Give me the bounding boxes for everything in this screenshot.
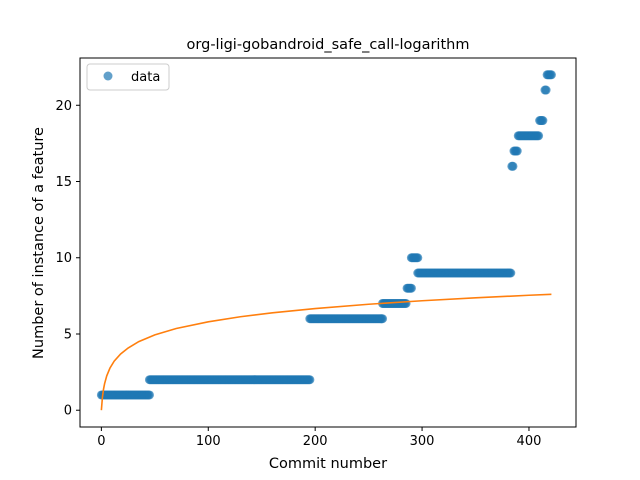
data-point <box>378 314 388 324</box>
data-point <box>406 283 416 293</box>
data-point <box>512 146 522 156</box>
y-tick-label: 0 <box>64 404 72 419</box>
data-point <box>546 70 556 80</box>
x-axis-title: Commit number <box>269 456 387 472</box>
y-tick-label: 20 <box>55 99 72 114</box>
legend-box <box>86 63 170 91</box>
data-point <box>413 253 423 263</box>
x-tick-label: 100 <box>196 434 221 449</box>
axes-frame <box>79 57 577 428</box>
plot-area <box>79 57 577 428</box>
x-tick-label: 400 <box>517 434 542 449</box>
y-axis: 0 5 10 15 20 <box>55 99 80 419</box>
y-axis-title: Number of instance of a feature <box>31 127 47 359</box>
legend-marker-data <box>103 71 113 81</box>
x-tick-label: 0 <box>97 434 105 449</box>
chart-title: org-ligi-gobandroid_safe_call-logarithm <box>187 37 470 53</box>
data-point <box>508 161 518 171</box>
data-point <box>538 116 548 126</box>
data-point <box>144 390 154 400</box>
fit-line <box>100 293 552 411</box>
data-point <box>401 298 411 308</box>
x-axis: 0 100 200 300 400 <box>97 427 541 449</box>
x-tick-label: 300 <box>410 434 435 449</box>
data-point <box>305 375 315 385</box>
data-point <box>534 131 544 141</box>
y-tick-label: 15 <box>55 175 72 190</box>
y-tick-label: 5 <box>64 327 72 342</box>
x-tick-label: 200 <box>303 434 328 449</box>
y-tick-label: 10 <box>55 251 72 266</box>
data-point <box>541 85 551 95</box>
legend-label-data: data <box>131 70 160 85</box>
legend: data <box>86 63 170 91</box>
data-point <box>506 268 516 278</box>
